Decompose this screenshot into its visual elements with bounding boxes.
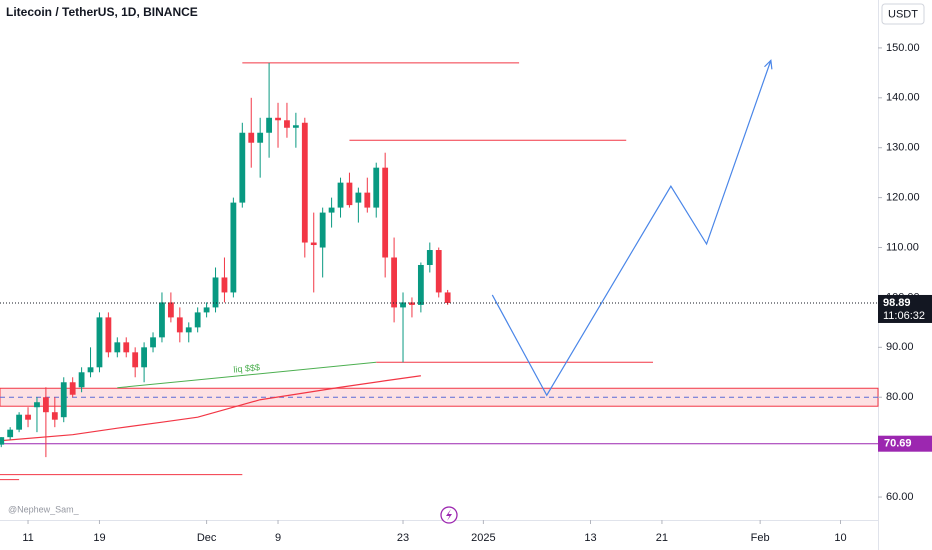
countdown-label: 11:06:32 (883, 310, 925, 322)
candle-body (159, 302, 165, 338)
candle-body (292, 125, 299, 128)
candle-body (114, 342, 121, 353)
candle-body (301, 122, 308, 243)
x-tick-label: 2025 (471, 532, 495, 544)
alert-icon-bolt (446, 509, 452, 521)
currency[interactable]: USDT (888, 8, 918, 20)
candle-body (328, 207, 335, 213)
candle-body (0, 437, 5, 445)
last-price-box (878, 294, 932, 323)
y-tick-label: 150.00 (886, 42, 920, 54)
y-tick-label: 120.00 (886, 192, 920, 204)
candle-body (185, 327, 192, 333)
candle-body (409, 302, 415, 305)
supply-zone (0, 387, 879, 407)
candle-body (51, 412, 58, 420)
candle-body (25, 414, 31, 420)
candle-body (16, 414, 23, 430)
candle-body (248, 132, 255, 143)
candle-body (426, 250, 433, 265)
candle-body (435, 250, 442, 293)
y-tick-label: 140.00 (886, 92, 920, 104)
candle-body (373, 167, 380, 208)
last-price-label: 98.89 (883, 297, 911, 309)
candle-body (105, 317, 112, 353)
candle-body (266, 117, 272, 133)
projection-arrowhead (764, 59, 773, 70)
projection-path (491, 60, 772, 397)
candle-body (167, 302, 174, 318)
candle-body (42, 397, 49, 413)
candle-body (194, 312, 201, 328)
candle-body (69, 382, 76, 395)
moving-average (1, 375, 421, 442)
candle-body (310, 242, 317, 246)
x-tick-label: 13 (584, 532, 596, 544)
candle-body (60, 382, 67, 418)
x-tick-label: Dec (197, 532, 217, 544)
candle-body (239, 132, 246, 203)
plot-area (0, 59, 879, 481)
level-label-box (878, 435, 932, 452)
candle-body (212, 277, 219, 308)
y-tick-label: 130.00 (886, 142, 920, 154)
candle-body (355, 192, 362, 203)
candle-body (417, 264, 424, 305)
candle-body (7, 429, 14, 438)
y-tick-label: 60.00 (886, 491, 914, 503)
y-tick-label: 80.00 (886, 391, 914, 403)
candle-body (87, 367, 94, 373)
candle-body (221, 277, 228, 293)
candle-body (391, 257, 397, 308)
candle-body (364, 192, 371, 208)
currency-box[interactable] (881, 3, 925, 25)
candle-body (346, 182, 353, 206)
candle-body (78, 372, 85, 388)
level-label: 70.69 (884, 438, 912, 450)
x-tick-label: 23 (397, 532, 409, 544)
candle-body (230, 202, 237, 293)
candle-body (176, 317, 183, 333)
y-tick-label: 110.00 (886, 241, 919, 253)
x-tick-label: 19 (93, 532, 105, 544)
candle-body (444, 292, 451, 303)
x-tick-label: 9 (275, 532, 281, 544)
liquidity-line (117, 361, 377, 389)
candle-body (319, 212, 326, 248)
candle-body (275, 117, 281, 121)
candle-body (123, 342, 130, 353)
candle-body (400, 302, 406, 308)
candle-body (96, 317, 103, 368)
x-tick-label: 10 (834, 532, 846, 544)
candle-body (284, 120, 290, 128)
x-tick-label: Feb (751, 532, 770, 544)
chart-title: Litecoin / TetherUS, 1D, BINANCE (6, 5, 198, 19)
watermark: @Nephew_Sam_ (8, 504, 80, 514)
x-tick-label: 21 (656, 532, 668, 544)
candle-body (141, 347, 148, 368)
candle-body (132, 352, 139, 368)
y-tick-label: 90.00 (886, 341, 914, 353)
candle-body (382, 167, 389, 258)
candle-body (150, 337, 156, 348)
liquidity-label: liq $$$ (233, 362, 260, 375)
candle-body (257, 132, 264, 143)
candle-body (34, 402, 40, 408)
candle-body (337, 182, 344, 208)
candle-body (203, 307, 210, 313)
x-tick-label: 11 (22, 532, 33, 544)
